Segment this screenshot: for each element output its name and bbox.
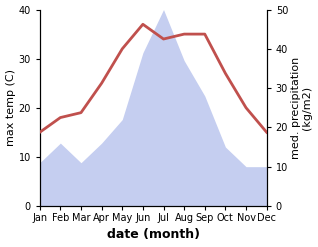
Y-axis label: max temp (C): max temp (C) xyxy=(5,69,16,146)
Y-axis label: med. precipitation
(kg/m2): med. precipitation (kg/m2) xyxy=(291,57,313,159)
X-axis label: date (month): date (month) xyxy=(107,228,200,242)
